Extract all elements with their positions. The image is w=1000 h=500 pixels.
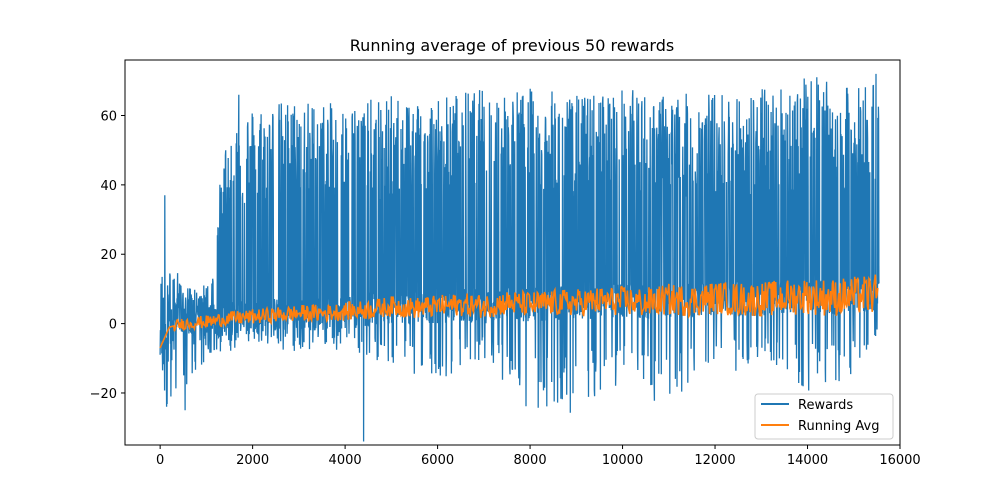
x-tick-label: 6000 (421, 453, 454, 468)
x-tick-label: 0 (156, 453, 164, 468)
y-tick-label: 0 (109, 318, 117, 333)
plot-area (159, 73, 880, 442)
x-axis: 0 2000 4000 6000 8000 10000 12000 14000 16000 (156, 445, 921, 468)
legend-label: Rewards (798, 398, 853, 413)
legend-label: Running Avg (798, 419, 879, 434)
x-tick-label: 4000 (329, 453, 362, 468)
legend: Rewards Running Avg (754, 393, 894, 440)
y-tick-label: −20 (90, 387, 117, 402)
y-tick-label: 60 (100, 109, 117, 124)
x-tick-label: 8000 (514, 453, 547, 468)
x-tick-label: 16000 (879, 453, 920, 468)
axes-frame (124, 59, 901, 446)
x-tick-label: 12000 (694, 453, 735, 468)
y-tick-label: 40 (100, 179, 117, 194)
rewards-line (159, 73, 880, 442)
x-tick-label: 14000 (787, 453, 828, 468)
y-tick-label: 20 (100, 248, 117, 263)
legend-box (754, 393, 894, 440)
x-tick-label: 10000 (602, 453, 643, 468)
running-avg-line (159, 274, 879, 349)
chart-title: Running average of previous 50 rewards (350, 36, 674, 55)
y-axis: −20 0 20 40 60 (90, 109, 125, 402)
x-tick-label: 2000 (236, 453, 269, 468)
